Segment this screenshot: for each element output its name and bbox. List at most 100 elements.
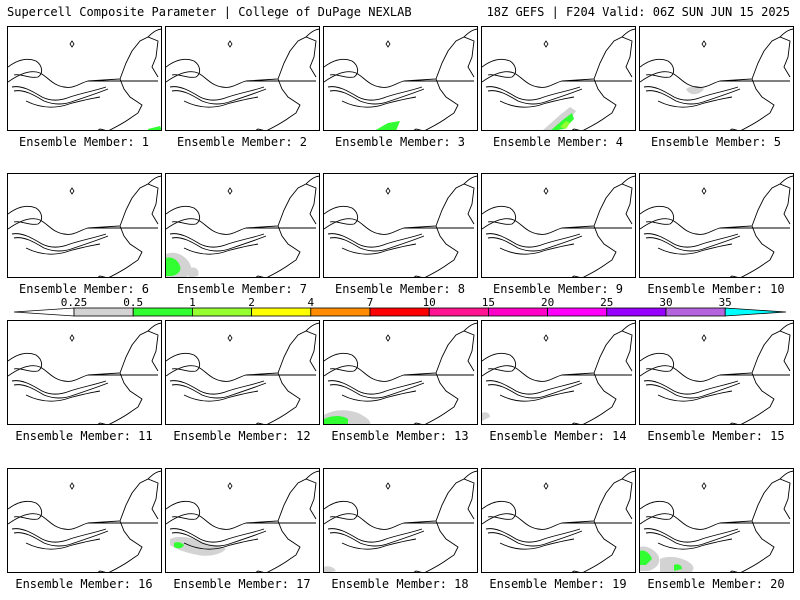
city-marker-icon	[543, 334, 549, 342]
coastline-border	[645, 382, 741, 399]
coastline-border	[719, 478, 791, 524]
colorbar	[0, 293, 800, 319]
ensemble-member-label: Ensemble Member: 4	[492, 135, 624, 149]
coastline-border	[266, 558, 291, 572]
coastline-border	[403, 330, 475, 376]
coastline-border	[751, 372, 775, 412]
coastline-border	[640, 218, 790, 235]
basemap	[166, 470, 319, 572]
coastline-border	[277, 225, 301, 265]
scp-contour-fill	[166, 257, 181, 276]
colorbar-segment	[487, 307, 548, 317]
coastline-border	[108, 558, 133, 572]
coastline-border	[324, 513, 474, 530]
coastline-border	[305, 28, 319, 38]
colorbar-tick-label: 20	[540, 296, 555, 309]
ensemble-member-label: Ensemble Member: 8	[334, 282, 466, 296]
coastline-border	[729, 128, 738, 130]
coastline-border	[499, 538, 575, 550]
coastline-border	[266, 116, 291, 130]
ensemble-member-label: Ensemble Member: 20	[647, 577, 785, 591]
coastline-border	[593, 520, 617, 560]
coastline-border	[11, 233, 107, 248]
coastline-border	[169, 86, 265, 101]
city-marker-icon	[227, 40, 233, 48]
coastline-border	[640, 513, 790, 530]
city-marker-icon	[69, 334, 75, 342]
coastline-border	[266, 263, 291, 277]
colorbar-tick-label: 4	[307, 296, 315, 309]
ensemble-map-panel	[481, 468, 636, 573]
coastline-border	[582, 263, 607, 277]
coastline-border	[119, 520, 143, 560]
ensemble-map-panel	[165, 468, 320, 573]
coastline-border	[593, 372, 617, 412]
coastline-border	[324, 58, 359, 78]
basemap	[324, 175, 477, 277]
coastline-border	[277, 78, 301, 118]
coastline-border	[657, 243, 733, 255]
coastline-border	[255, 275, 264, 277]
coastline-border	[147, 28, 161, 38]
coastline-border	[169, 528, 265, 543]
coastline-border	[487, 235, 583, 252]
coastline-border	[571, 570, 580, 572]
coastline-border	[482, 500, 517, 520]
ensemble-member-label: Ensemble Member: 14	[489, 429, 627, 443]
ensemble-map-panel	[7, 173, 162, 278]
coastline-border	[341, 390, 417, 402]
coastline-border	[305, 322, 319, 332]
scp-contour-fill	[640, 550, 652, 565]
coastline-border	[571, 128, 580, 130]
colorbar-svg	[13, 307, 787, 317]
coastline-border	[11, 380, 107, 395]
coastline-border	[482, 365, 632, 382]
coastline-border	[779, 470, 793, 480]
coastline-border	[485, 380, 581, 395]
coastline-border	[751, 520, 775, 560]
scp-contour-fill	[170, 536, 226, 556]
coastline-border	[463, 175, 477, 185]
coastline-border	[424, 558, 449, 572]
coastline-border	[255, 422, 264, 424]
ensemble-map-panel	[323, 320, 478, 425]
scp-contour-fill	[188, 267, 199, 277]
basemap	[166, 322, 319, 424]
coastline-border	[245, 330, 317, 376]
coastline-border	[487, 88, 583, 105]
coastline-border	[719, 330, 791, 376]
basemap	[640, 175, 793, 277]
coastline-border	[413, 570, 422, 572]
coastline-border	[305, 470, 319, 480]
colorbar-tick-label: 10	[422, 296, 436, 309]
city-marker-icon	[701, 187, 707, 195]
ensemble-member-label: Ensemble Member: 17	[173, 577, 311, 591]
coastline-border	[8, 218, 158, 235]
colorbar-over-triangle	[724, 307, 787, 317]
coastline-border	[740, 263, 765, 277]
ensemble-map-panel	[639, 173, 794, 278]
coastline-border	[166, 352, 201, 372]
coastline-border	[582, 558, 607, 572]
colorbar-segment	[73, 307, 134, 317]
colorbar-segment	[191, 307, 252, 317]
coastline-border	[324, 71, 474, 88]
scp-contour-fill	[674, 564, 682, 571]
colorbar-tick-label: 2	[248, 296, 255, 309]
coastline-border	[324, 352, 359, 372]
coastline-border	[582, 410, 607, 424]
city-marker-icon	[227, 334, 233, 342]
colorbar-tick-label: 35	[718, 296, 732, 309]
coastline-border	[403, 478, 475, 524]
coastline-border	[97, 422, 106, 424]
ensemble-member-label: Ensemble Member: 18	[331, 577, 469, 591]
scp-contour-fill	[551, 113, 574, 130]
colorbar-segment	[428, 307, 489, 317]
basemap	[482, 470, 635, 572]
basemap	[640, 322, 793, 424]
coastline-border	[740, 116, 765, 130]
city-marker-icon	[227, 482, 233, 490]
ensemble-map-panel	[323, 468, 478, 573]
scp-contour-fill	[375, 121, 400, 130]
coastline-border	[327, 380, 423, 395]
